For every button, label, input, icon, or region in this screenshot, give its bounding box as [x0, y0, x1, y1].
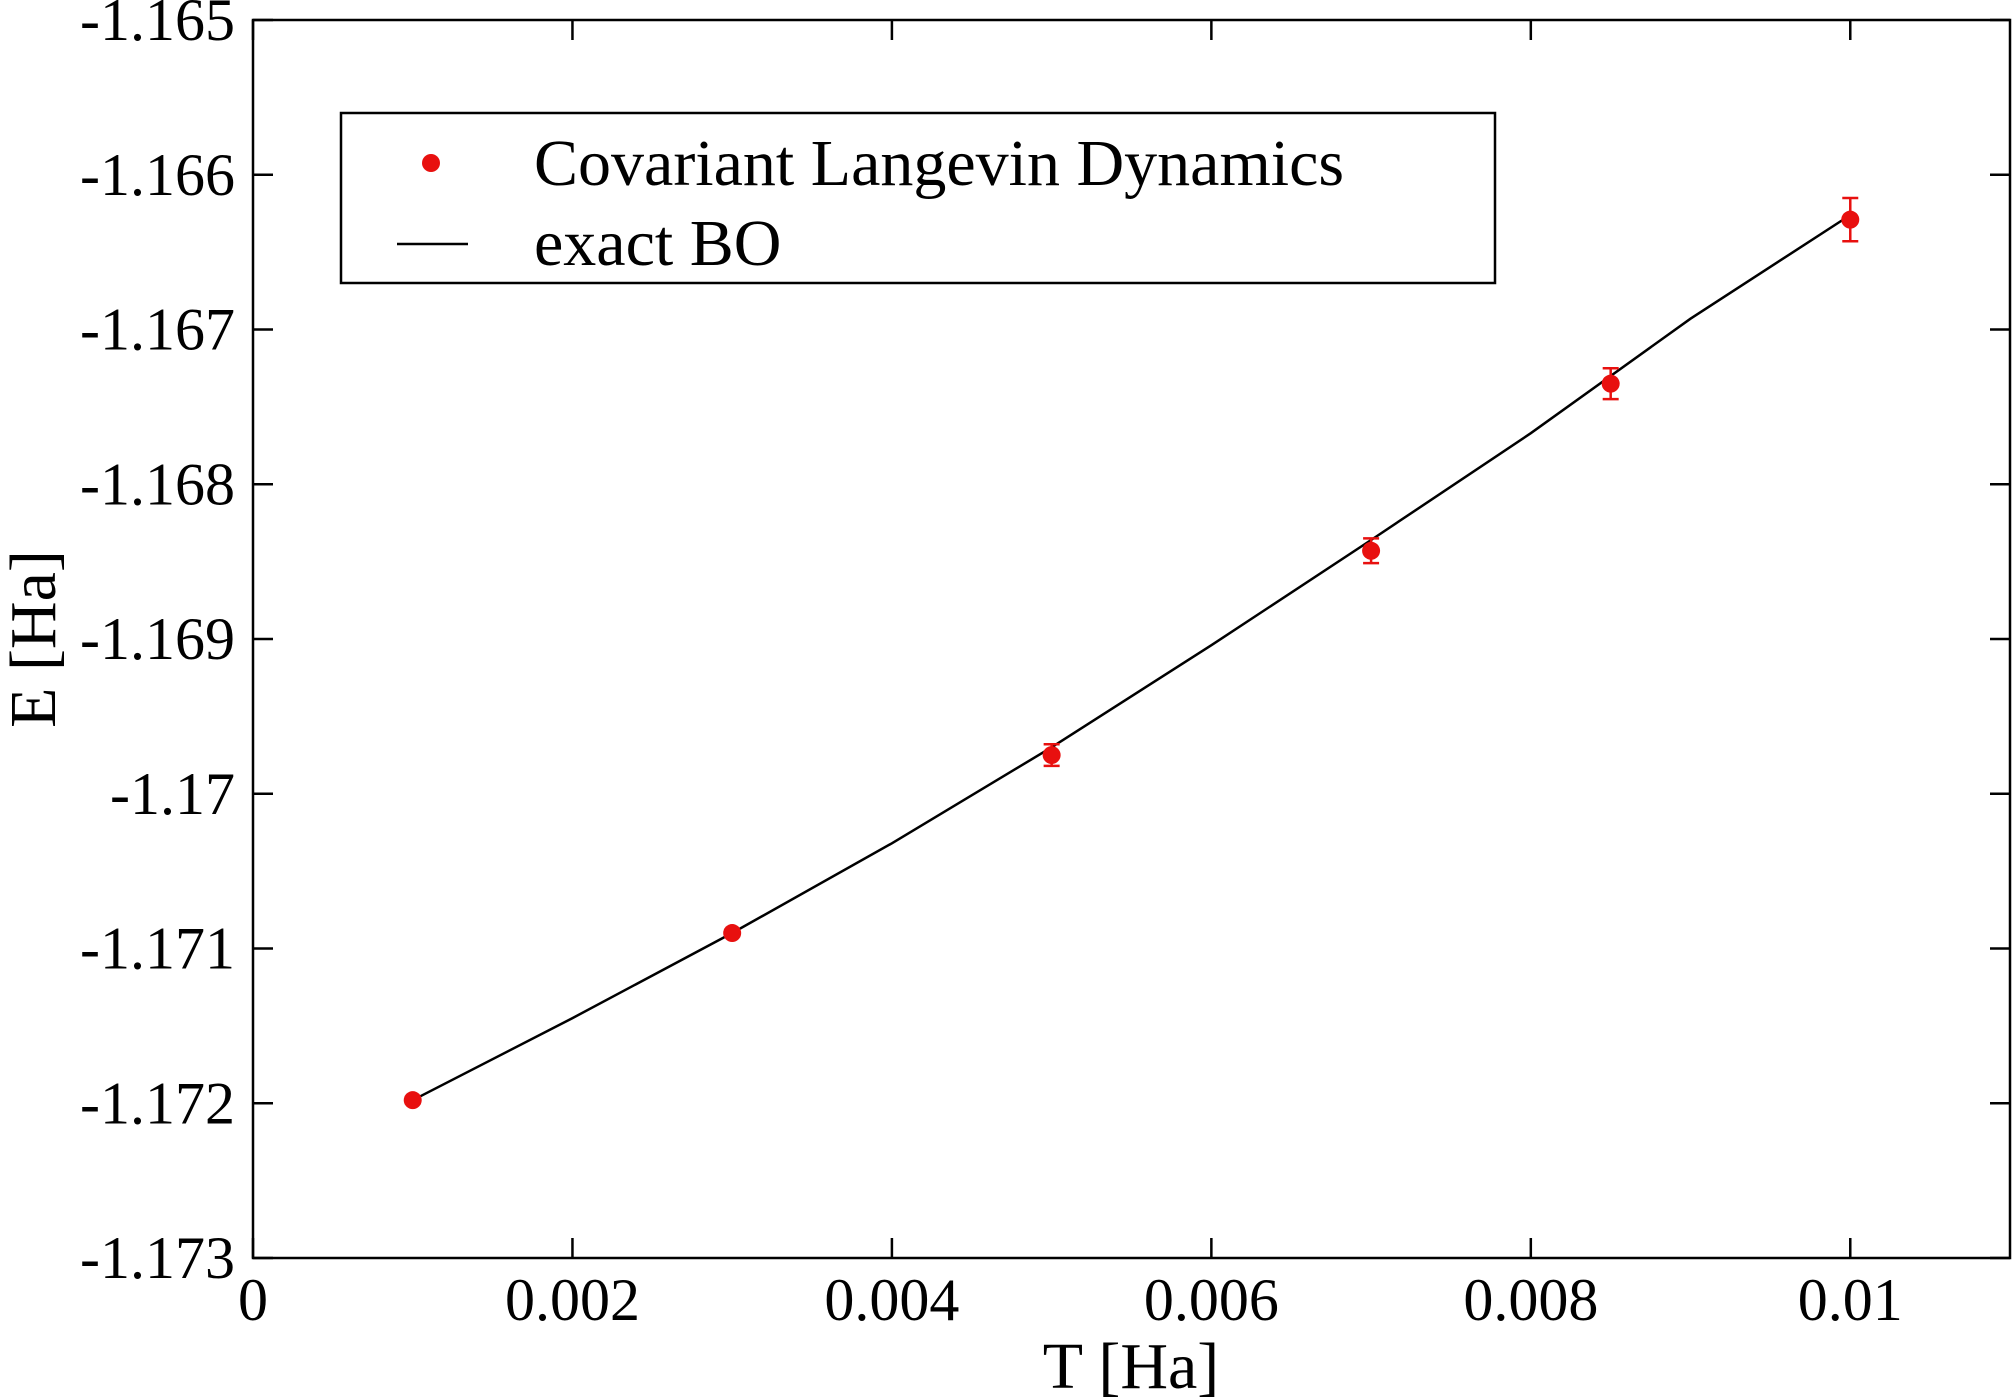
x-tick-label: 0.004	[824, 1267, 959, 1333]
data-point	[723, 924, 742, 943]
x-tick-label: 0.008	[1463, 1267, 1598, 1333]
legend-label-covariant-langevin: Covariant Langevin Dynamics	[534, 127, 1344, 200]
data-point	[403, 1091, 422, 1110]
y-tick-label: -1.173	[80, 1225, 235, 1291]
data-point	[1362, 541, 1381, 560]
y-tick-label: -1.166	[80, 142, 235, 208]
y-tick-label: -1.172	[80, 1070, 235, 1136]
x-tick-label: 0.002	[505, 1267, 640, 1333]
x-tick-label: 0	[238, 1267, 268, 1333]
y-tick-label: -1.171	[80, 916, 235, 982]
y-tick-labels: -1.173 -1.172 -1.171 -1.17 -1.169 -1.168 -1.16…	[80, 0, 235, 1291]
legend: Covariant Langevin Dynamics exact BO	[339, 111, 1497, 285]
x-tick-label: 0.006	[1144, 1267, 1279, 1333]
y-tick-label: -1.167	[80, 297, 235, 363]
x-axis-label: T [Ha]	[1043, 1330, 1220, 1397]
series-line-exact-bo	[412, 213, 1851, 1102]
data-point	[1042, 746, 1061, 765]
legend-box	[339, 111, 1497, 285]
data-point	[1841, 210, 1860, 229]
x-tick-label: 0.01	[1798, 1267, 1903, 1333]
data-layer	[403, 196, 1860, 1110]
y-tick-label: -1.17	[110, 761, 235, 827]
legend-label-exact-bo: exact BO	[534, 207, 781, 280]
x-tick-labels: 0 0.002 0.004 0.006 0.008 0.01	[238, 1267, 1903, 1333]
y-axis-label: E [Ha]	[0, 550, 70, 728]
y-tick-label: -1.169	[80, 606, 235, 672]
legend-marker-covariant-langevin	[422, 154, 440, 172]
y-tick-label: -1.165	[80, 0, 235, 53]
data-point	[1601, 374, 1620, 393]
plot-frame	[251, 18, 2012, 1260]
y-tick-label: -1.168	[80, 451, 235, 517]
